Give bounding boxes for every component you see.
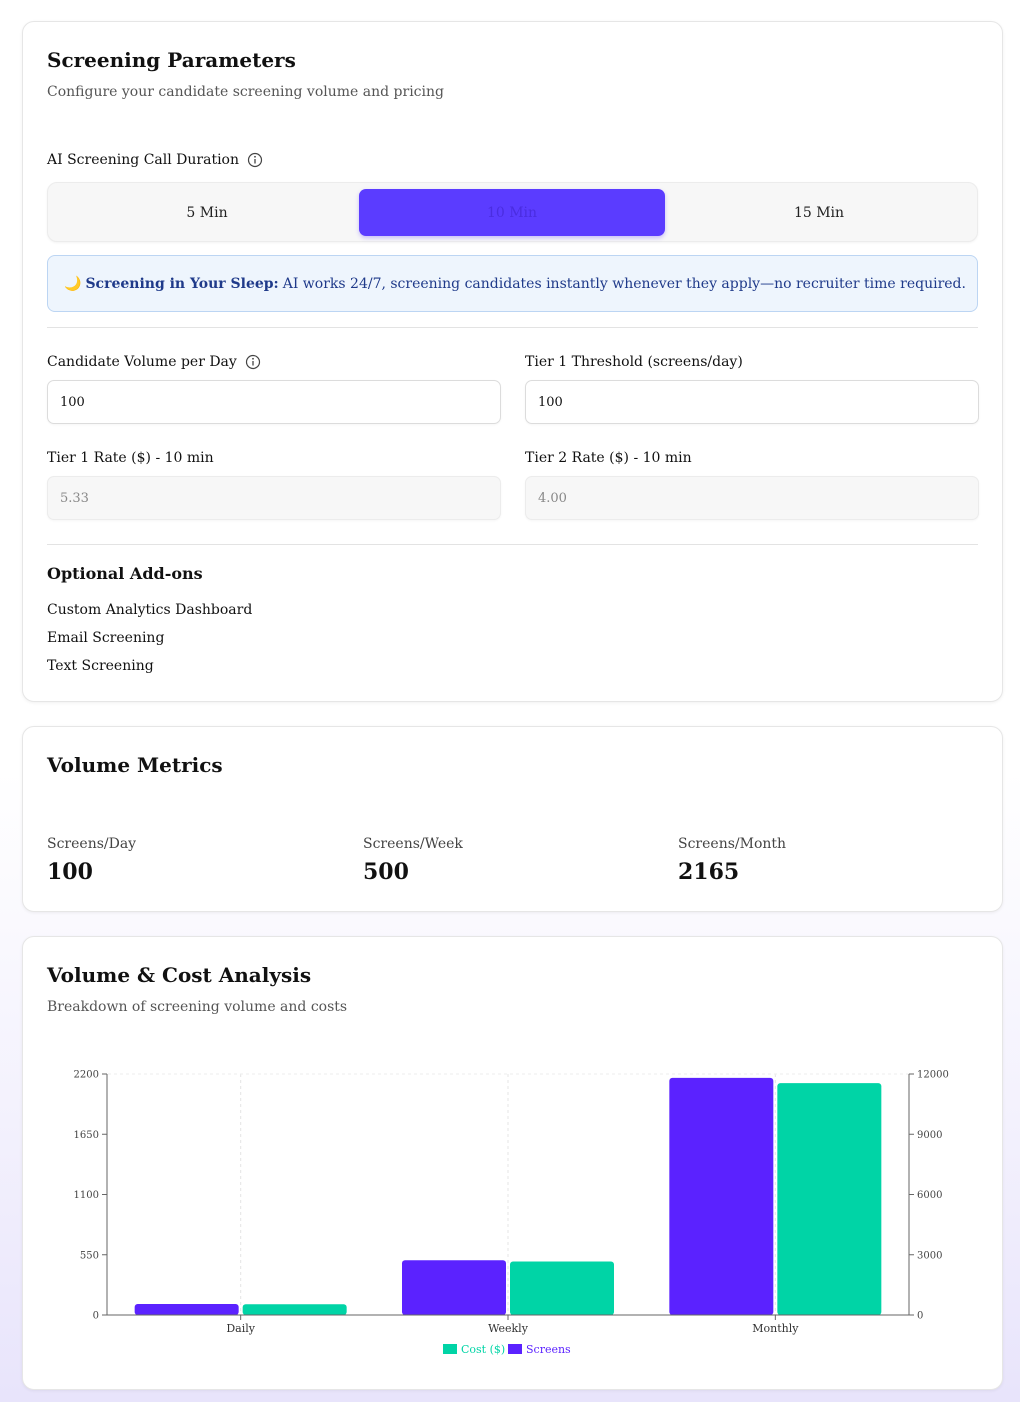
tier2-rate-input [525,476,979,520]
bar-screens-daily [134,1304,239,1315]
metric-label-week: Screens/Week [363,836,463,852]
right-tick-label: 12000 [917,1070,949,1081]
metric-value-day: 100 [47,859,93,885]
duration-10-min-button[interactable]: 10 Min [359,189,665,236]
metric-value-month: 2165 [678,859,740,885]
legend-label-0: Cost ($) [461,1343,505,1356]
tier2-rate-label: Tier 2 Rate ($) - 10 min [525,450,692,466]
left-tick-label: 1650 [74,1130,99,1141]
x-tick-label-daily: Daily [226,1322,255,1335]
bar-cost-weekly [510,1261,614,1315]
addon-custom-analytics[interactable]: Custom Analytics Dashboard [47,602,253,618]
volume-cost-analysis-card: Volume & Cost Analysis Breakdown of scre… [22,936,1003,1390]
volume-cost-chart: 0 550 1100 1650 2200 0 3000 6000 9000 12000 Daily W… [74,1070,949,1357]
divider [47,327,978,328]
banner-text: AI works 24/7, screening candidates inst… [282,275,966,292]
left-tick-label: 0 [93,1311,99,1322]
analysis-subtitle: Breakdown of screening volume and costs [47,999,348,1015]
bar-cost-monthly [777,1083,882,1315]
addon-text-screening[interactable]: Text Screening [47,658,154,674]
banner-heading: Screening in Your Sleep: [85,275,279,292]
metric-label-day: Screens/Day [47,836,137,852]
screening-parameters-title: Screening Parameters [47,48,296,72]
addon-email-screening[interactable]: Email Screening [47,630,165,646]
volume-metrics-card: Volume Metrics Screens/Day 100 Screens/W… [22,726,1003,912]
tier1-rate-input [47,476,501,520]
legend-swatch-1 [508,1344,522,1354]
right-tick-label: 3000 [917,1250,942,1261]
volume-input[interactable] [47,380,501,424]
x-tick-label-weekly: Weekly [488,1322,529,1335]
bar-screens-weekly [402,1260,506,1315]
left-tick-label: 2200 [74,1070,99,1081]
metric-value-week: 500 [363,859,409,885]
volume-label: Candidate Volume per Day [47,354,237,370]
bar-screens-monthly [669,1077,774,1315]
screening-parameters-subtitle: Configure your candidate screening volum… [47,84,444,100]
metric-label-month: Screens/Month [678,836,787,852]
duration-label: AI Screening Call Duration [47,152,240,168]
threshold-input[interactable] [525,380,979,424]
bar-cost-daily [242,1304,347,1315]
info-icon[interactable] [247,152,263,168]
legend-swatch-0 [443,1344,457,1354]
right-tick-label: 9000 [917,1130,942,1141]
volume-label-row: Candidate Volume per Day [47,354,261,370]
right-tick-label: 0 [917,1311,923,1322]
legend-label-1: Screens [526,1343,571,1356]
analysis-title: Volume & Cost Analysis [47,963,312,987]
duration-5-min-button[interactable]: 5 Min [186,204,228,221]
threshold-label: Tier 1 Threshold (screens/day) [525,354,743,370]
tier1-rate-label: Tier 1 Rate ($) - 10 min [47,450,214,466]
duration-label-row: AI Screening Call Duration [47,152,263,168]
duration-15-min-button[interactable]: 15 Min [793,204,845,221]
left-tick-label: 1100 [74,1190,99,1201]
x-tick-label-monthly: Monthly [752,1322,799,1335]
moon-icon: 🌙 [64,275,82,292]
addons-title: Optional Add-ons [47,564,203,583]
duration-selector: 5 Min 10 Min 15 Min [47,182,978,242]
right-tick-label: 6000 [917,1190,942,1201]
volume-metrics-title: Volume Metrics [47,753,223,777]
divider [47,544,978,545]
info-icon[interactable] [245,354,261,370]
left-tick-label: 550 [80,1250,99,1261]
sleep-screening-banner: 🌙 Screening in Your Sleep: AI works 24/7… [47,255,978,312]
screening-parameters-card: Screening Parameters Configure your cand… [22,21,1003,702]
